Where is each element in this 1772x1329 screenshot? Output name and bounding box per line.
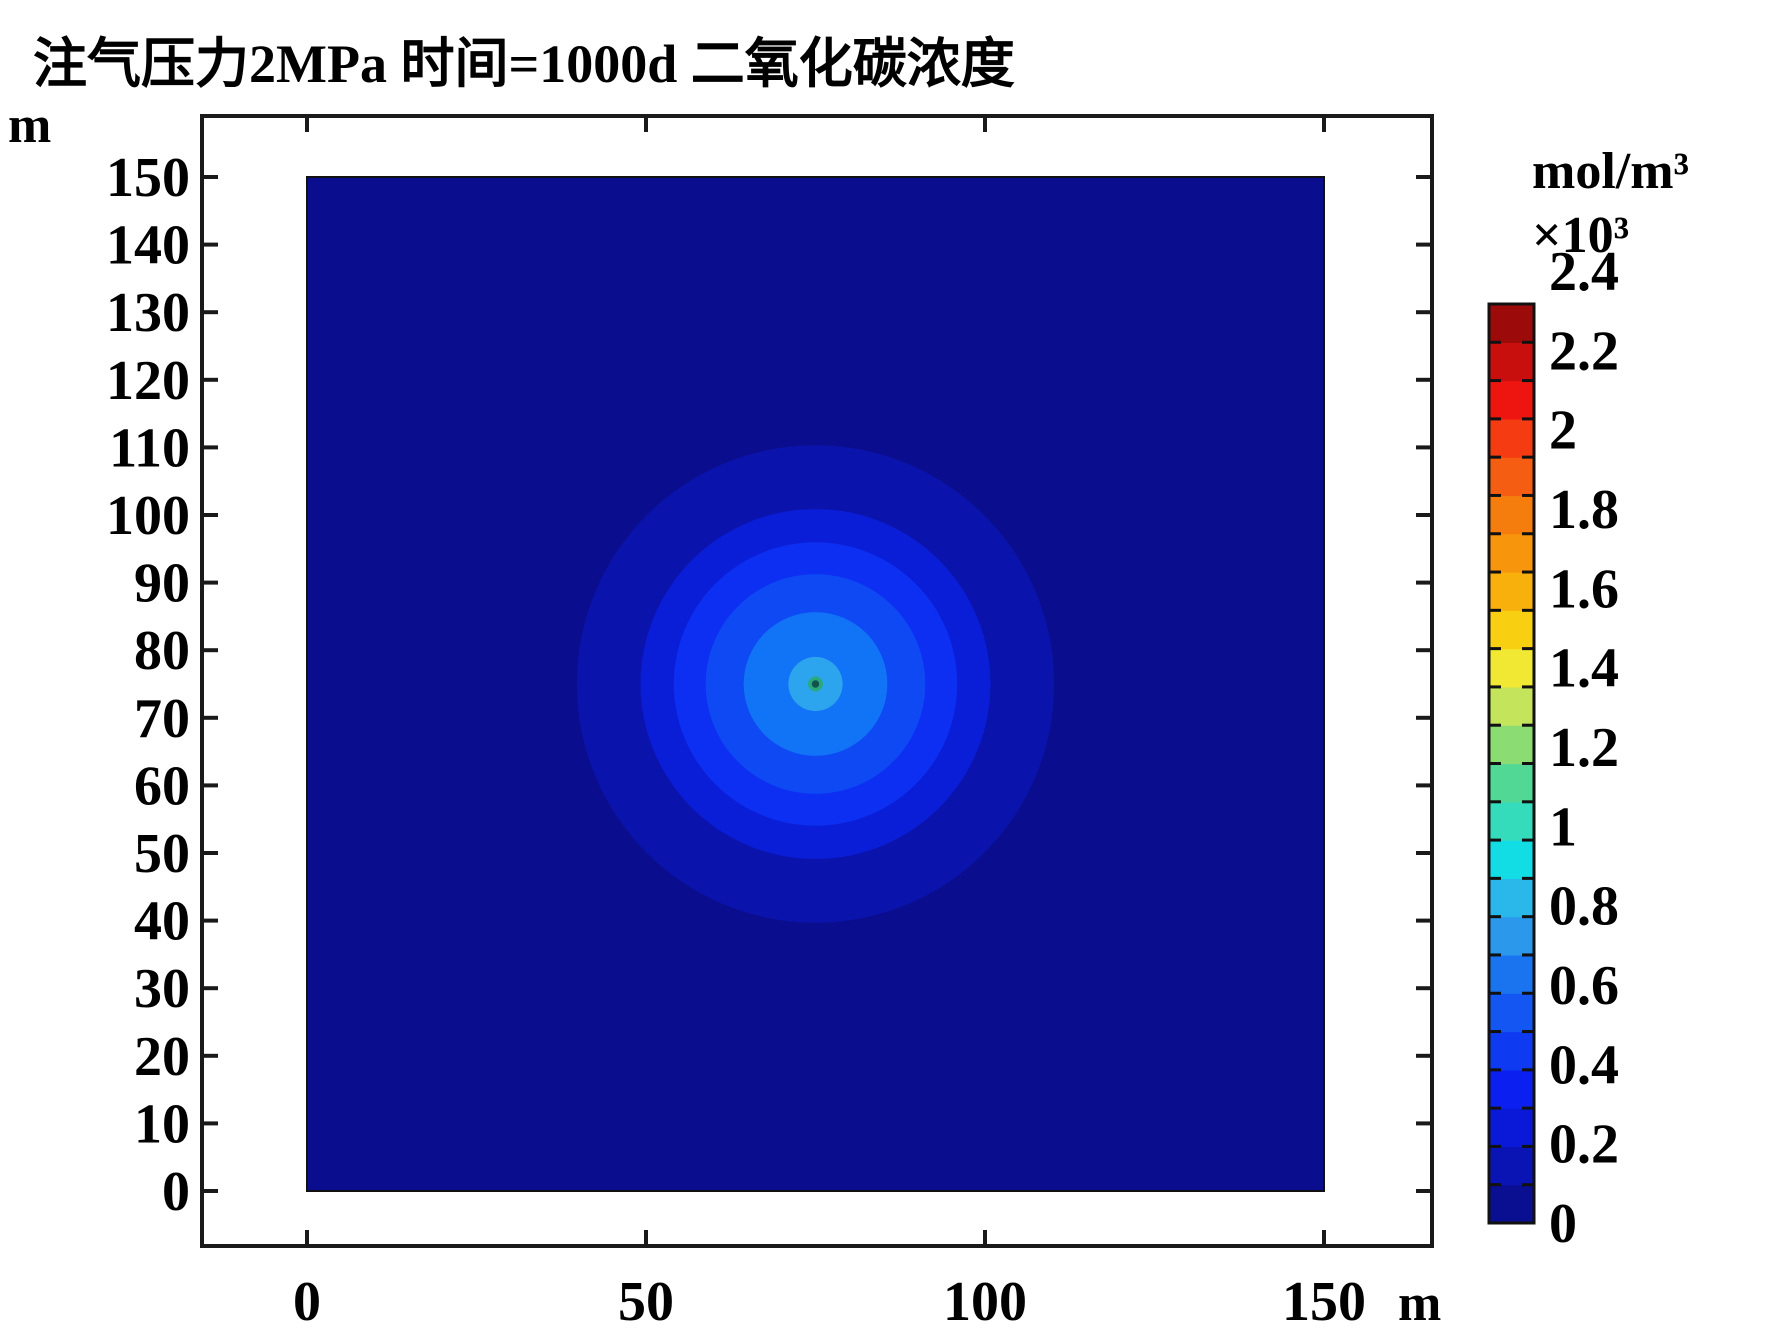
colorbar-segment <box>1489 993 1534 1033</box>
x-tick-label: 100 <box>943 1271 1027 1329</box>
colorbar-tick-label: 2 <box>1549 400 1577 462</box>
colorbar-tick-label: 1.6 <box>1549 558 1619 620</box>
y-axis-unit-label: m <box>8 97 51 154</box>
colorbar-segment <box>1489 457 1534 497</box>
x-tick-label: 50 <box>618 1271 674 1329</box>
colorbar-segment <box>1489 801 1534 841</box>
x-axis-tick-labels: 0 50 100 150 <box>293 1271 1366 1329</box>
axis-ticks <box>202 116 1432 1246</box>
colorbar-tick-label: 0 <box>1549 1193 1577 1255</box>
colorbar-segment <box>1489 878 1534 918</box>
colorbar-tick-label: 1.8 <box>1549 479 1619 541</box>
colorbar-segment <box>1489 648 1534 688</box>
colorbar-tick-label: 0.8 <box>1549 876 1619 938</box>
colorbar-segment <box>1489 686 1534 726</box>
y-tick-label: 10 <box>134 1093 190 1155</box>
colorbar-tick-label: 0.2 <box>1549 1114 1619 1176</box>
concentration-field <box>306 176 1325 1192</box>
colorbar-segment <box>1489 1184 1534 1224</box>
y-tick-label: 40 <box>134 891 190 953</box>
y-tick-label: 130 <box>106 282 190 344</box>
y-tick-label: 100 <box>106 485 190 547</box>
x-axis-unit-label: m <box>1398 1275 1441 1329</box>
y-tick-label: 80 <box>134 620 190 682</box>
y-tick-label: 140 <box>106 215 190 277</box>
colorbar-segment <box>1489 610 1534 650</box>
colorbar-tick-label: 2.2 <box>1549 320 1619 382</box>
colorbar-segment <box>1489 418 1534 458</box>
colorbar-tick-label: 0.4 <box>1549 1034 1619 1096</box>
x-tick-label: 150 <box>1282 1271 1366 1329</box>
colorbar-unit-line2: ×10³ <box>1532 207 1629 264</box>
y-tick-label: 110 <box>109 417 190 479</box>
y-tick-label: 50 <box>134 823 190 885</box>
colorbar-segment <box>1489 763 1534 803</box>
colorbar-segment <box>1489 1146 1534 1186</box>
colorbar-segment <box>1489 533 1534 573</box>
y-tick-label: 0 <box>162 1161 190 1223</box>
colorbar-segment <box>1489 495 1534 535</box>
y-tick-label: 60 <box>134 755 190 817</box>
colorbar-segment <box>1489 954 1534 994</box>
colorbar-segment <box>1489 840 1534 879</box>
plot-title: 注气压力2MPa 时间=1000d 二氧化碳浓度 <box>33 34 1015 94</box>
y-tick-label: 20 <box>134 1026 190 1088</box>
y-tick-label: 90 <box>134 553 190 615</box>
colorbar-segment <box>1489 380 1534 420</box>
injection-well-marker <box>811 680 820 688</box>
colorbar <box>1487 302 1536 1225</box>
y-tick-label: 150 <box>106 147 190 209</box>
colorbar-segment <box>1489 1031 1534 1071</box>
plot-frame <box>200 114 1434 1248</box>
y-tick-label: 30 <box>134 958 190 1020</box>
colorbar-segment <box>1489 1069 1534 1109</box>
y-tick-label: 120 <box>106 350 190 412</box>
colorbar-segment <box>1489 725 1534 765</box>
colorbar-tick-label: 2.4 <box>1549 241 1619 303</box>
colorbar-tick-labels: 0 0.2 0.4 0.6 0.8 1 1.2 1.4 1.6 1.8 2 2.2 2.4 <box>1549 241 1619 1255</box>
colorbar-segment <box>1489 572 1534 611</box>
colorbar-segment <box>1489 916 1534 956</box>
colorbar-unit-line1: mol/m³ <box>1532 143 1689 200</box>
colorbar-tick-label: 0.6 <box>1549 955 1619 1017</box>
y-tick-label: 70 <box>134 688 190 750</box>
x-tick-label: 0 <box>293 1271 321 1329</box>
colorbar-tick-label: 1.2 <box>1549 717 1619 779</box>
colorbar-segment <box>1489 1108 1534 1148</box>
colorbar-tick-label: 1.4 <box>1549 638 1619 700</box>
colorbar-segment <box>1489 304 1534 343</box>
colorbar-tick-label: 1 <box>1549 796 1577 858</box>
colorbar-segment <box>1489 342 1534 382</box>
